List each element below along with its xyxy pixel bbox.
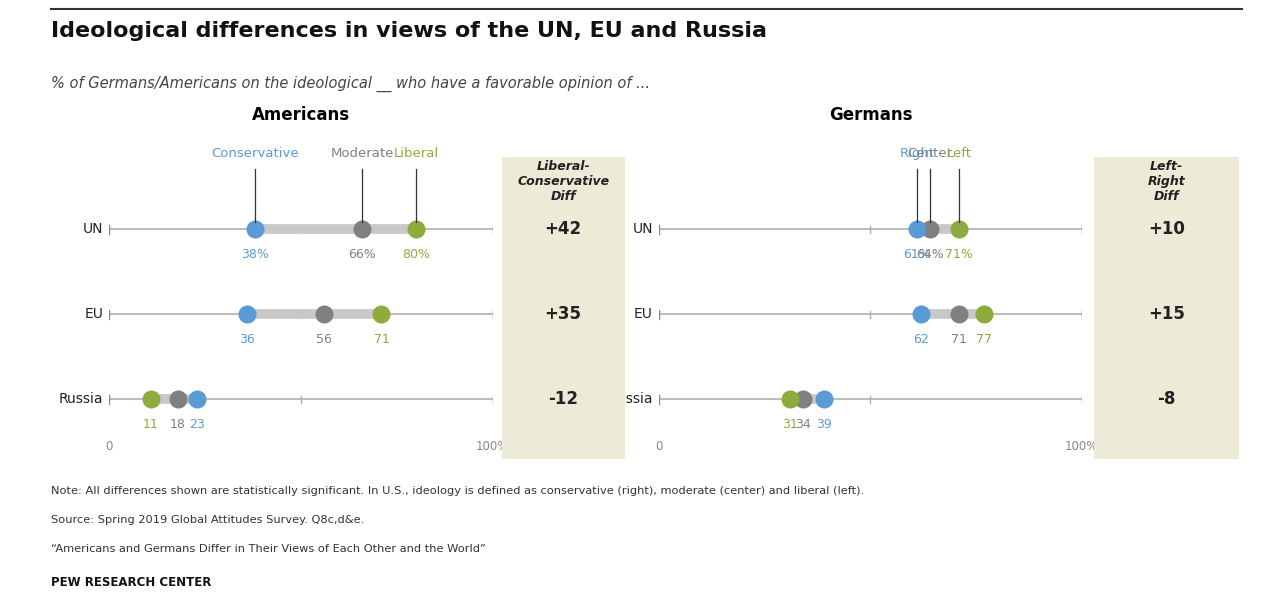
Text: Left-
Right
Diff: Left- Right Diff [1148,160,1185,203]
Text: Ideological differences in views of the UN, EU and Russia: Ideological differences in views of the … [51,21,767,41]
Text: Note: All differences shown are statistically significant. In U.S., ideology is : Note: All differences shown are statisti… [51,486,864,496]
Text: 100%: 100% [476,440,509,454]
Text: 38%: 38% [241,248,269,261]
Text: 100%: 100% [1065,440,1098,454]
Text: 61%: 61% [902,248,931,261]
Text: 71: 71 [374,333,389,346]
Text: Source: Spring 2019 Global Attitudes Survey. Q8c,d&e.: Source: Spring 2019 Global Attitudes Sur… [51,515,365,525]
Text: 80%: 80% [402,248,430,261]
Text: +10: +10 [1148,220,1185,239]
Text: Russia: Russia [608,393,653,406]
Text: Center: Center [908,147,952,160]
Text: 23: 23 [189,418,205,431]
Text: 34: 34 [795,418,810,431]
Text: Liberal-
Conservative
Diff: Liberal- Conservative Diff [517,160,609,203]
Text: 36: 36 [239,333,255,346]
Text: +35: +35 [545,306,581,323]
Text: 56: 56 [316,333,332,346]
Text: 31: 31 [782,418,797,431]
Text: 62: 62 [913,333,929,346]
Text: 18: 18 [170,418,186,431]
Text: 0: 0 [105,440,113,454]
Text: Americans: Americans [252,106,349,124]
Text: Germans: Germans [828,106,913,124]
Text: PEW RESEARCH CENTER: PEW RESEARCH CENTER [51,576,211,590]
Text: 77: 77 [977,333,992,346]
Text: “Americans and Germans Differ in Their Views of Each Other and the World”: “Americans and Germans Differ in Their V… [51,544,486,554]
Text: 66%: 66% [348,248,376,261]
Text: Russia: Russia [59,393,104,406]
Text: Conservative: Conservative [211,147,298,160]
Text: +42: +42 [544,220,582,239]
Text: Liberal: Liberal [393,147,439,160]
Text: UN: UN [632,222,653,236]
Text: 71%: 71% [945,248,973,261]
Text: Left: Left [947,147,972,160]
Text: UN: UN [82,222,104,236]
Text: -12: -12 [548,391,579,408]
Text: EU: EU [634,307,653,321]
Text: 71: 71 [951,333,968,346]
Text: 39: 39 [817,418,832,431]
Text: 64%: 64% [915,248,943,261]
Text: % of Germans/Americans on the ideological __ who have a favorable opinion of ...: % of Germans/Americans on the ideologica… [51,76,650,92]
Text: -8: -8 [1157,391,1176,408]
Text: 11: 11 [143,418,159,431]
Text: EU: EU [84,307,104,321]
Text: 0: 0 [655,440,663,454]
Text: Right: Right [900,147,934,160]
Text: Moderate: Moderate [330,147,394,160]
Text: +15: +15 [1148,306,1185,323]
